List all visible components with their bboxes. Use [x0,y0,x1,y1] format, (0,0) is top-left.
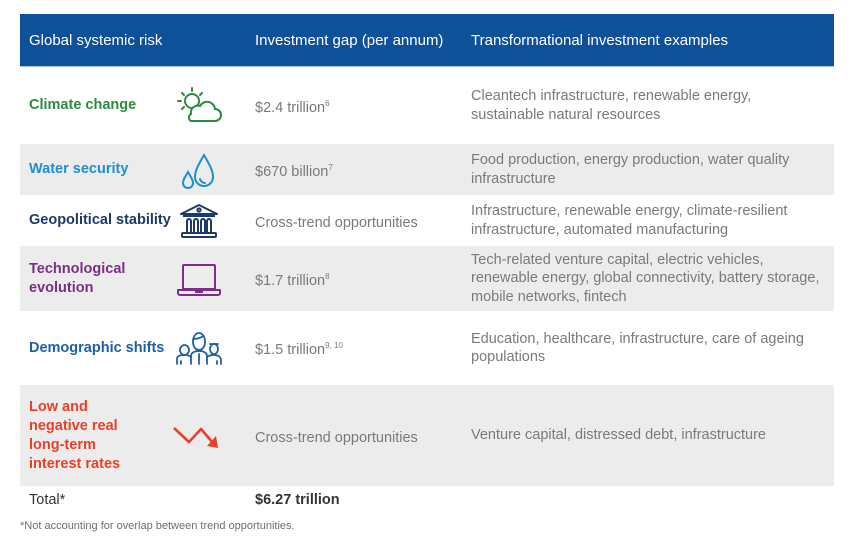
examples-text: Food production, energy production, wate… [471,152,790,187]
people-group-icon [170,326,228,370]
examples-text: Tech-related venture capital, electric v… [471,251,820,305]
total-label: Total* [29,491,66,508]
footnote: *Not accounting for overlap between tren… [20,520,295,532]
gap-value: Cross-trend opportunities [255,214,418,231]
risk-label: Demographic shifts [29,339,165,356]
examples-text: Cleantech infrastructure, renewable ener… [471,88,752,123]
trend-down-arrow-icon [170,414,228,458]
table-row: Demographic shifts $1.5 trillion9, 10 Ed… [20,311,834,385]
table-row: Geopolitical stability Cross-trend oppor… [20,195,834,246]
table-header: Global systemic risk Investment gap (per… [20,14,834,67]
header-gap: Investment gap (per annum) [255,31,444,49]
laptop-icon [170,257,228,301]
risk-label: Water security [29,161,129,177]
table-row: Technological evolution $1.7 trillion8 T… [20,246,834,311]
water-drops-icon [170,148,228,192]
risk-label: Low and negative real long-term interest… [29,398,121,472]
header-risk: Global systemic risk [29,31,163,49]
total-value: $6.27 trillion [255,491,340,508]
examples-text: Infrastructure, renewable energy, climat… [471,203,788,238]
table-row: Low and negative real long-term interest… [20,385,834,486]
risk-label: Technological evolution [29,260,126,296]
gap-value: $1.5 trillion9, 10 [255,341,343,358]
risk-label: Geopolitical stability [29,212,171,228]
header-examples: Transformational investment examples [471,31,729,49]
gap-value: $1.7 trillion8 [255,271,330,289]
sun-cloud-icon [170,84,228,128]
examples-text: Education, healthcare, infrastructure, c… [471,330,804,366]
investment-gap-table: Global systemic risk Investment gap (per… [20,14,834,514]
table-row: Climate change $2.4 trillion6 Cleantech … [20,67,834,144]
risk-label: Climate change [29,97,137,113]
examples-text: Venture capital, distressed debt, infras… [471,427,766,444]
total-row: Total* $6.27 trillion [20,486,834,514]
gap-value: $670 billion7 [255,162,333,180]
government-building-icon [170,199,228,243]
gap-value: Cross-trend opportunities [255,429,418,446]
gap-value: $2.4 trillion6 [255,98,330,116]
table-row: Water security $670 billion7 Food produc… [20,144,834,195]
